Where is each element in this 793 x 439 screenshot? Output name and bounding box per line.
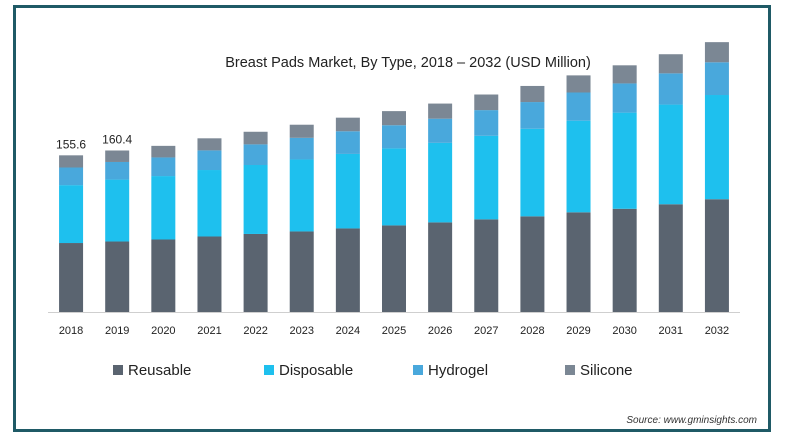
bar-hydrogel-2032 <box>704 62 729 96</box>
bar-hydrogel-2019 <box>105 161 130 180</box>
bars-group <box>59 42 729 312</box>
bar-disposable-2026 <box>428 142 453 223</box>
data-labels: 155.6 160.4 <box>56 132 132 151</box>
x-tick-label-2023: 2023 <box>289 325 313 337</box>
bar-disposable-2029 <box>566 120 591 213</box>
bar-reusable-2028 <box>520 216 545 312</box>
bar-silicone-2025 <box>382 111 406 126</box>
bar-hydrogel-2021 <box>197 150 222 171</box>
x-tick-label-2018: 2018 <box>59 325 83 337</box>
bar-reusable-2029 <box>566 212 591 312</box>
bar-disposable-2021 <box>197 170 222 237</box>
bar-hydrogel-2026 <box>428 118 453 143</box>
bar-disposable-2027 <box>474 135 499 220</box>
bar-disposable-2028 <box>520 128 545 217</box>
bar-hydrogel-2031 <box>658 73 683 105</box>
x-tick-label-2026: 2026 <box>428 325 452 337</box>
legend-label-disposable: Disposable <box>279 362 353 379</box>
bar-silicone-2030 <box>612 65 637 84</box>
bar-silicone-2023 <box>289 124 314 138</box>
bar-disposable-2022 <box>243 164 268 234</box>
source-note: Source: www.gminsights.com <box>626 415 757 426</box>
x-tick-label-2021: 2021 <box>197 325 221 337</box>
data-label-2018: 155.6 <box>56 137 86 151</box>
bar-reusable-2026 <box>428 222 453 312</box>
x-tick-label-2025: 2025 <box>382 325 406 337</box>
bar-disposable-2023 <box>289 159 314 232</box>
legend-swatch-reusable <box>113 365 123 375</box>
bar-reusable-2018 <box>59 243 84 312</box>
x-tick-label-2027: 2027 <box>474 325 498 337</box>
bar-hydrogel-2029 <box>566 92 591 121</box>
x-tick-label-2019: 2019 <box>105 325 129 337</box>
bar-silicone-2028 <box>520 85 545 103</box>
bar-silicone-2029 <box>566 75 591 93</box>
bar-hydrogel-2018 <box>59 167 84 186</box>
bar-disposable-2024 <box>335 153 360 229</box>
bar-reusable-2020 <box>151 239 176 312</box>
bar-silicone-2026 <box>428 103 453 119</box>
bar-silicone-2032 <box>704 42 729 63</box>
legend-swatch-hydrogel <box>413 365 423 375</box>
x-tick-label-2032: 2032 <box>705 325 729 337</box>
bar-silicone-2021 <box>197 138 222 151</box>
bar-reusable-2031 <box>658 204 683 312</box>
x-tick-label-2028: 2028 <box>520 325 544 337</box>
bar-reusable-2030 <box>612 208 637 312</box>
legend-swatch-silicone <box>565 365 575 375</box>
bar-silicone-2031 <box>658 54 683 74</box>
bar-hydrogel-2022 <box>243 144 268 165</box>
bar-reusable-2024 <box>335 228 360 312</box>
data-label-2019: 160.4 <box>102 132 132 146</box>
bar-silicone-2024 <box>335 117 360 132</box>
x-tick-label-2020: 2020 <box>151 325 175 337</box>
bar-hydrogel-2027 <box>474 110 499 136</box>
bar-disposable-2031 <box>658 104 683 205</box>
bar-hydrogel-2025 <box>382 125 406 149</box>
bar-reusable-2025 <box>382 225 406 312</box>
bar-hydrogel-2020 <box>151 157 176 177</box>
x-tick-labels: 2018 2019 2020 2021 2022 2023 2024 2025 2026 2027… <box>59 325 729 337</box>
bar-hydrogel-2028 <box>520 102 545 129</box>
x-tick-label-2024: 2024 <box>336 325 360 337</box>
bar-silicone-2022 <box>243 131 268 145</box>
bar-hydrogel-2024 <box>335 131 360 154</box>
bar-reusable-2019 <box>105 241 130 312</box>
legend-label-reusable: Reusable <box>128 362 191 379</box>
bar-reusable-2023 <box>289 231 314 312</box>
bar-reusable-2021 <box>197 236 222 312</box>
bar-reusable-2032 <box>704 199 729 312</box>
bar-reusable-2022 <box>243 233 268 312</box>
bar-silicone-2020 <box>151 145 176 158</box>
x-tick-label-2029: 2029 <box>566 325 590 337</box>
x-tick-label-2030: 2030 <box>612 325 636 337</box>
legend: Reusable Disposable Hydrogel Silicone <box>113 362 633 379</box>
x-tick-label-2031: 2031 <box>659 325 683 337</box>
bar-disposable-2030 <box>612 112 637 209</box>
bar-silicone-2027 <box>474 94 499 111</box>
x-tick-label-2022: 2022 <box>243 325 267 337</box>
bar-disposable-2025 <box>382 148 406 226</box>
bar-disposable-2020 <box>151 176 176 240</box>
legend-label-hydrogel: Hydrogel <box>428 362 488 379</box>
bar-disposable-2018 <box>59 185 84 244</box>
bar-disposable-2032 <box>704 95 729 200</box>
legend-label-silicone: Silicone <box>580 362 633 379</box>
bar-reusable-2027 <box>474 219 499 312</box>
legend-swatch-disposable <box>264 365 274 375</box>
bar-hydrogel-2030 <box>612 83 637 113</box>
bar-silicone-2018 <box>59 155 84 168</box>
bar-hydrogel-2023 <box>289 137 314 160</box>
bar-silicone-2019 <box>105 150 130 162</box>
chart-title: Breast Pads Market, By Type, 2018 – 2032… <box>225 55 591 71</box>
bar-disposable-2019 <box>105 179 130 242</box>
